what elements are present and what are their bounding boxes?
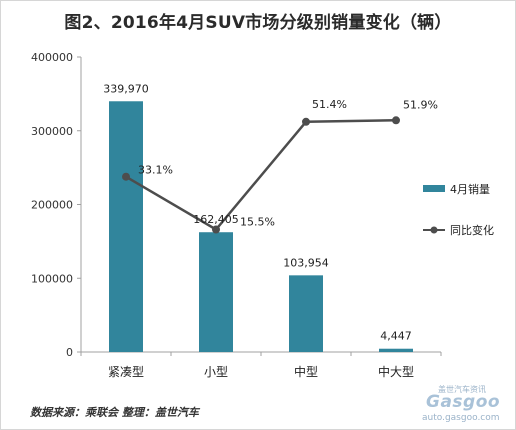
watermark: 盖世汽车资讯 Gasgoo auto.gasgoo.com bbox=[412, 384, 510, 426]
bar-value-label: 103,954 bbox=[283, 256, 329, 269]
line-point bbox=[302, 117, 310, 126]
watermark-brand: Gasgoo bbox=[426, 392, 501, 412]
bar-value-label: 4,447 bbox=[380, 330, 412, 343]
axes: 0 100000 200000 300000 400000 紧凑型 小型 中型 中大型 bbox=[31, 51, 442, 379]
watermark-url: auto.gasgoo.com bbox=[422, 413, 500, 423]
line-point bbox=[122, 172, 130, 181]
legend-bar-swatch bbox=[423, 185, 445, 192]
series-line bbox=[125, 119, 397, 232]
x-tick-label: 紧凑型 bbox=[108, 365, 144, 379]
chart-title: 图2、2016年4月SUV市场分级别销量变化（辆） bbox=[64, 13, 452, 33]
bar-value-label: 339,970 bbox=[103, 82, 149, 95]
data-labels: 339,970 162,405 103,954 4,447 33.1% 15.5% 51.4… bbox=[103, 82, 438, 342]
line-value-label: 51.9% bbox=[403, 98, 438, 111]
line-point bbox=[392, 116, 400, 125]
y-tick-label: 400000 bbox=[31, 51, 73, 64]
bars bbox=[109, 101, 413, 352]
line-value-label: 15.5% bbox=[240, 216, 275, 229]
data-source: 数据来源：乘联会 整理：盖世汽车 bbox=[30, 406, 199, 419]
line-series bbox=[122, 116, 400, 234]
line-value-label: 51.4% bbox=[312, 98, 347, 111]
bar bbox=[109, 101, 143, 352]
watermark-cn: 盖世汽车资讯 bbox=[438, 385, 486, 394]
x-tick-label: 中型 bbox=[294, 364, 318, 379]
bar bbox=[199, 232, 233, 352]
y-tick-label: 0 bbox=[66, 346, 73, 359]
y-tick-label: 200000 bbox=[31, 199, 73, 212]
legend-line-marker bbox=[430, 226, 438, 234]
y-tick-label: 100000 bbox=[31, 272, 73, 285]
y-tick-label: 300000 bbox=[31, 125, 73, 138]
x-tick-label: 小型 bbox=[204, 365, 228, 379]
line-point bbox=[212, 225, 220, 234]
line-value-label: 33.1% bbox=[138, 164, 173, 177]
x-tick-label: 中大型 bbox=[378, 364, 414, 379]
legend-bar-label: 4月销量 bbox=[450, 182, 490, 196]
bar bbox=[289, 275, 323, 352]
legend-line-label: 同比变化 bbox=[450, 223, 494, 237]
bar-value-label: 162,405 bbox=[193, 213, 239, 226]
bar bbox=[379, 348, 413, 352]
